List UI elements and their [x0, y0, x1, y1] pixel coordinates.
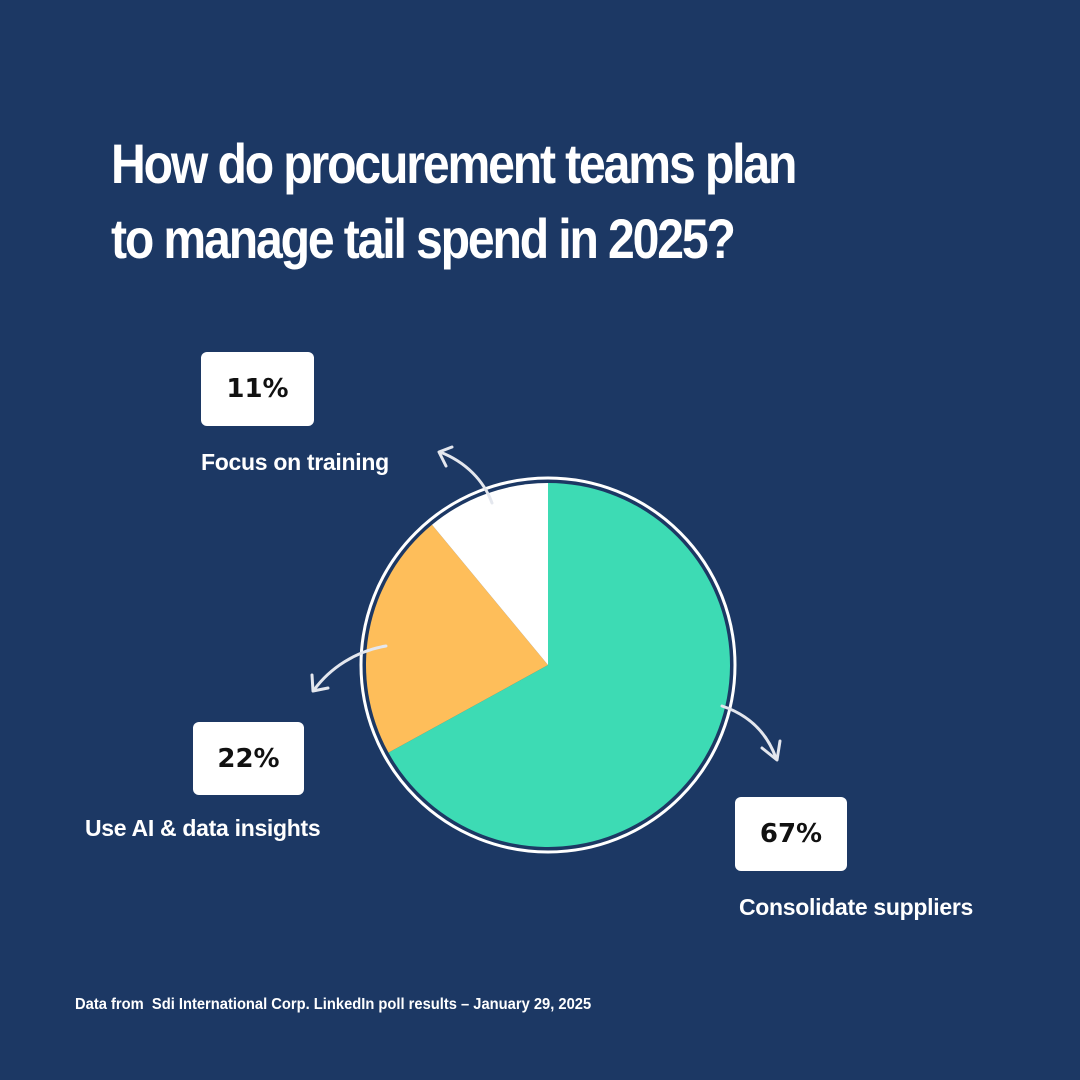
pie-slice-consolidate-suppliers — [388, 483, 730, 847]
curved-arrow-icon — [437, 445, 494, 505]
value-badge-ai-data-insights: 22% — [193, 722, 304, 795]
curved-arrow-icon — [720, 704, 782, 762]
category-label-ai-data-insights: Use AI & data insights — [85, 815, 321, 841]
value-badge-consolidate-suppliers: 67% — [735, 797, 847, 871]
pie-slices — [365, 483, 730, 847]
chart-title-line-2: to manage tail spend in 2025? — [111, 207, 736, 270]
value-badge-focus-on-training: 11% — [201, 352, 314, 426]
callout-arrows — [310, 445, 782, 762]
curved-arrow-icon — [310, 644, 388, 693]
pie-outer-ring — [359, 476, 737, 854]
pie-slice-use-ai-data-insights — [365, 524, 548, 753]
source-note: Data from Sdi International Corp. Linked… — [75, 996, 592, 1013]
category-label-focus-on-training: Focus on training — [201, 449, 389, 475]
chart-title-line-1: How do procurement teams plan — [111, 132, 797, 195]
category-label-consolidate-suppliers: Consolidate suppliers — [739, 894, 973, 920]
pie-slice-focus-on-training — [431, 483, 548, 665]
